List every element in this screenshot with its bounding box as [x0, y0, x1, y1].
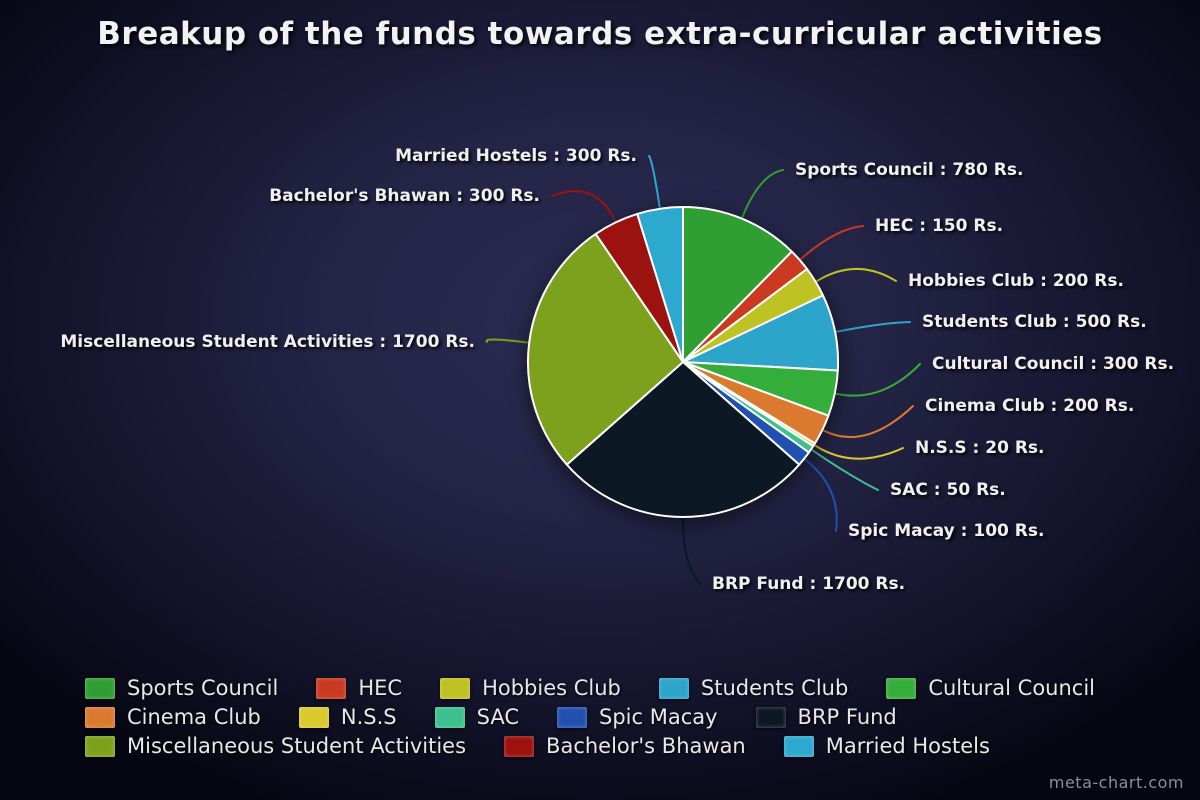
watermark: meta-chart.com [1048, 773, 1184, 792]
legend-label: SAC [476, 705, 519, 729]
legend-label: Students Club [700, 676, 849, 700]
legend-swatch-brp-fund [755, 706, 786, 728]
legend-swatch-spic-macay [557, 706, 587, 728]
legend-label: Married Hostels [825, 734, 990, 758]
legend-item-cinema-club: Cinema Club [85, 705, 261, 729]
legend-row: Sports Council HEC Hobbies Club Students Cl… [85, 676, 1095, 700]
legend-swatch-students-club [658, 677, 689, 699]
legend-label: Miscellaneous Student Activities [127, 734, 467, 758]
legend-row: Miscellaneous Student Activities Bachelor… [85, 734, 1095, 758]
slice-label-students-club: Students Club : 500 Rs. [922, 312, 1147, 332]
legend-swatch-hobbies-club [440, 677, 471, 699]
legend-item-cultural-council: Cultural Council [886, 676, 1095, 700]
pie-slice-married-hostels [636, 206, 684, 363]
leader-line-sac [811, 449, 879, 491]
legend-label: HEC [358, 676, 403, 700]
pie-slice-brp-fund [565, 361, 801, 519]
legend-swatch-n-s-s [298, 706, 329, 728]
slice-label-brp-fund: BRP Fund : 1700 Rs. [712, 574, 906, 594]
legend-label: Cultural Council [928, 676, 1096, 700]
leader-lines [485, 155, 921, 585]
legend-row: Cinema Club N.S.S SAC Spic Macay BRP Fund [85, 705, 1095, 729]
slice-label-n-s-s: N.S.S : 20 Rs. [915, 438, 1045, 458]
leader-line-spic-macay [804, 458, 838, 532]
leader-line-n-s-s [814, 444, 904, 460]
legend-item-bachelor-s-bhawan: Bachelor's Bhawan [504, 734, 746, 758]
legend: Sports Council HEC Hobbies Club Students Cl… [85, 676, 1095, 758]
legend-swatch-miscellaneous-student-activities [85, 735, 115, 757]
slice-label-cultural-council: Cultural Council : 300 Rs. [932, 354, 1175, 374]
legend-swatch-sac [434, 706, 465, 728]
slice-label-sports-council: Sports Council : 780 Rs. [795, 160, 1024, 180]
legend-label: Bachelor's Bhawan [546, 734, 746, 758]
legend-label: Sports Council [127, 676, 279, 700]
pie-slices [526, 206, 840, 519]
legend-swatch-cinema-club [85, 706, 115, 728]
slice-label-cinema-club: Cinema Club : 200 Rs. [925, 396, 1135, 416]
pie-slice-miscellaneous-student-activities [526, 232, 684, 466]
legend-item-n-s-s: N.S.S [298, 705, 397, 729]
legend-item-sac: SAC [434, 705, 519, 729]
leader-line-students-club [836, 321, 911, 333]
leader-line-hec [800, 225, 864, 260]
legend-item-miscellaneous-student-activities: Miscellaneous Student Activities [85, 734, 466, 758]
legend-item-married-hostels: Married Hostels [783, 734, 990, 758]
chart-title: Breakup of the funds towards extra-curri… [97, 16, 1103, 52]
legend-swatch-cultural-council [886, 677, 917, 699]
legend-item-spic-macay: Spic Macay [557, 705, 718, 729]
slice-label-hec: HEC : 150 Rs. [875, 216, 1004, 236]
leader-line-miscellaneous-student-activities [485, 338, 529, 344]
slice-label-sac: SAC : 50 Rs. [890, 480, 1006, 500]
slice-label-married-hostels: Married Hostels : 300 Rs. [395, 146, 637, 166]
legend-item-students-club: Students Club [658, 676, 849, 700]
legend-swatch-married-hostels [783, 735, 814, 757]
leader-line-brp-fund [682, 518, 701, 585]
leader-line-cinema-club [823, 405, 914, 438]
slice-label-bachelor-s-bhawan: Bachelor's Bhawan : 300 Rs. [269, 186, 540, 206]
pie-slice-sports-council [682, 206, 793, 363]
legend-label: BRP Fund [797, 705, 897, 729]
legend-label: N.S.S [340, 705, 397, 729]
legend-label: Cinema Club [127, 705, 261, 729]
legend-item-sports-council: Sports Council [85, 676, 278, 700]
legend-item-hobbies-club: Hobbies Club [440, 676, 621, 700]
leader-line-sports-council [741, 169, 784, 218]
legend-item-brp-fund: BRP Fund [755, 705, 897, 729]
leader-line-married-hostels [648, 155, 661, 208]
legend-label: Hobbies Club [482, 676, 621, 700]
legend-swatch-bachelor-s-bhawan [504, 735, 535, 757]
legend-item-hec: HEC [316, 676, 402, 700]
leader-line-hobbies-club [816, 267, 897, 282]
leader-line-cultural-council [835, 363, 921, 397]
slice-label-miscellaneous-student-activities: Miscellaneous Student Activities : 1700 … [60, 332, 475, 352]
slice-label-spic-macay: Spic Macay : 100 Rs. [848, 521, 1045, 541]
legend-swatch-hec [316, 677, 347, 699]
legend-swatch-sports-council [85, 677, 115, 699]
leader-line-bachelor-s-bhawan [551, 190, 616, 222]
slice-label-hobbies-club: Hobbies Club : 200 Rs. [908, 271, 1124, 291]
legend-label: Spic Macay [599, 705, 718, 729]
